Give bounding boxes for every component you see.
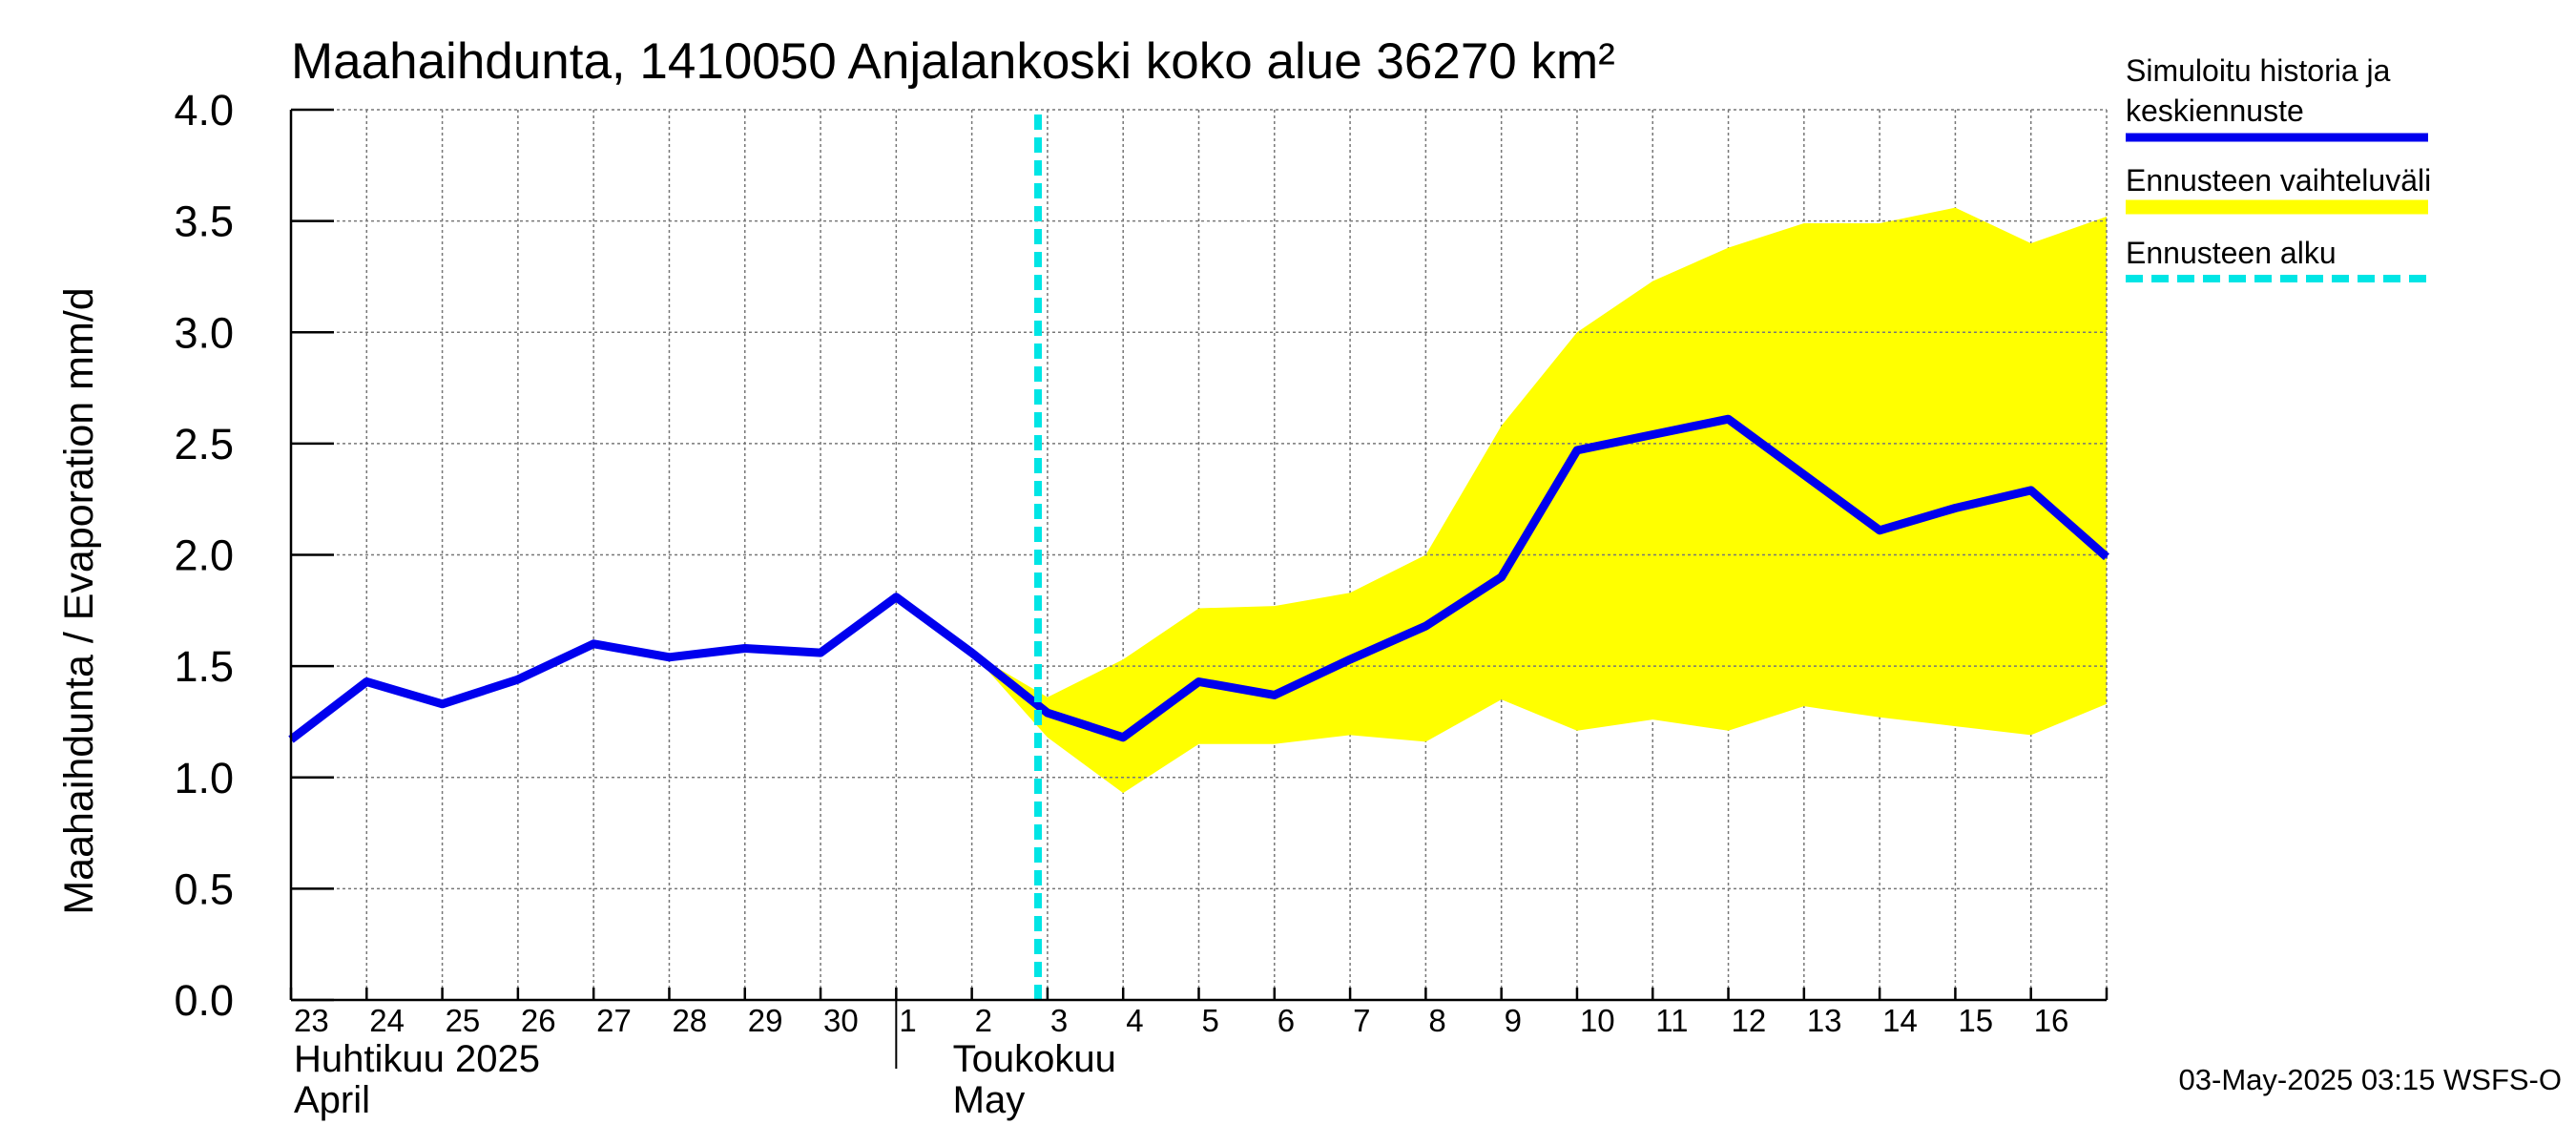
x-tick-label: 15 — [1958, 1003, 1993, 1038]
y-tick-labels: 0.0 0.5 1.0 1.5 2.0 2.5 3.0 3.5 4.0 — [174, 86, 234, 1025]
series-point — [1273, 694, 1276, 697]
x-tick-label: 2 — [975, 1003, 992, 1038]
x-tick-label: 13 — [1807, 1003, 1842, 1038]
x-tick-label: 8 — [1428, 1003, 1445, 1038]
legend-label-forecast-start: Ennusteen alku — [2126, 236, 2337, 270]
series-point — [895, 595, 898, 598]
x-tick-label: 23 — [294, 1003, 329, 1038]
y-tick-label: 1.5 — [174, 642, 234, 691]
series-point — [1879, 529, 1881, 531]
x-tick-label: 26 — [521, 1003, 556, 1038]
x-tick-label: 14 — [1882, 1003, 1918, 1038]
series-point — [516, 678, 519, 681]
series-point — [1652, 433, 1654, 436]
series-point — [2106, 555, 2108, 558]
y-tick-label: 0.5 — [174, 864, 234, 913]
series-point — [1576, 448, 1578, 451]
month-label-en: May — [953, 1079, 1026, 1121]
x-tick-label: 9 — [1505, 1003, 1522, 1038]
y-tick-label: 2.5 — [174, 420, 234, 468]
y-tick-label: 0.0 — [174, 976, 234, 1025]
series-point — [1046, 712, 1049, 715]
month-label: Huhtikuu 2025 — [294, 1038, 540, 1080]
x-tick-label: 6 — [1278, 1003, 1295, 1038]
legend-label-range: Ennusteen vaihteluväli — [2126, 163, 2431, 198]
series-point — [1349, 658, 1352, 661]
x-tick-label: 11 — [1655, 1003, 1688, 1038]
axes — [289, 108, 2109, 1069]
x-tick-label: 25 — [446, 1003, 481, 1038]
series-point — [820, 652, 821, 655]
x-tick-label: 1 — [899, 1003, 916, 1038]
y-tick-label: 2.0 — [174, 531, 234, 580]
y-tick-label: 3.5 — [174, 198, 234, 246]
x-tick-label: 24 — [369, 1003, 405, 1038]
x-tick-label: 16 — [2034, 1003, 2069, 1038]
series-point — [365, 680, 368, 683]
x-tick-label: 28 — [672, 1003, 707, 1038]
chart-title: Maahaihdunta, 1410050 Anjalankoski koko … — [291, 33, 1615, 90]
footer-timestamp: 03-May-2025 03:15 WSFS-O — [2179, 1063, 2562, 1096]
series-point — [970, 652, 973, 655]
x-tick-label: 4 — [1126, 1003, 1143, 1038]
y-tick-label: 3.0 — [174, 308, 234, 357]
series-point — [1122, 736, 1125, 739]
series-point — [1802, 473, 1805, 476]
y-tick-label: 1.0 — [174, 754, 234, 802]
series-point — [743, 647, 746, 650]
y-axis-label: Maahaihdunta / Evaporation mm/d — [56, 287, 102, 914]
x-tick-label: 29 — [748, 1003, 783, 1038]
series-point — [1500, 575, 1503, 578]
series-point — [441, 702, 444, 705]
forecast-range-band — [971, 207, 2107, 794]
legend: Simuloitu historia ja keskiennuste Ennus… — [2126, 53, 2431, 282]
legend-label-mean-line2: keskiennuste — [2126, 94, 2304, 128]
series-point — [2029, 489, 2032, 491]
x-tick-labels: 23 24 25 26 27 28 29 30 1 2 3 4 5 6 7 8 9 10 11 12 13 14 15 16 — [294, 1003, 2068, 1038]
series-point — [668, 656, 671, 658]
series-point — [592, 642, 595, 645]
grid-horizontal — [291, 109, 2108, 1000]
series-point — [1424, 625, 1427, 628]
series-point — [1954, 507, 1957, 510]
series-point — [1727, 418, 1730, 421]
x-tick-label: 3 — [1050, 1003, 1068, 1038]
x-tick-label: 12 — [1732, 1003, 1767, 1038]
y-tick-label: 4.0 — [174, 86, 234, 135]
month-label-en: April — [294, 1079, 370, 1121]
x-tick-label: 30 — [823, 1003, 859, 1038]
x-tick-label: 27 — [596, 1003, 632, 1038]
x-tick-label: 7 — [1353, 1003, 1370, 1038]
series-point — [1197, 680, 1200, 683]
legend-label-mean: Simuloitu historia ja — [2126, 53, 2391, 88]
forecast-range-area — [971, 207, 2107, 794]
x-tick-label: 10 — [1580, 1003, 1615, 1038]
month-label: Toukokuu — [953, 1038, 1116, 1080]
x-tick-label: 5 — [1202, 1003, 1219, 1038]
